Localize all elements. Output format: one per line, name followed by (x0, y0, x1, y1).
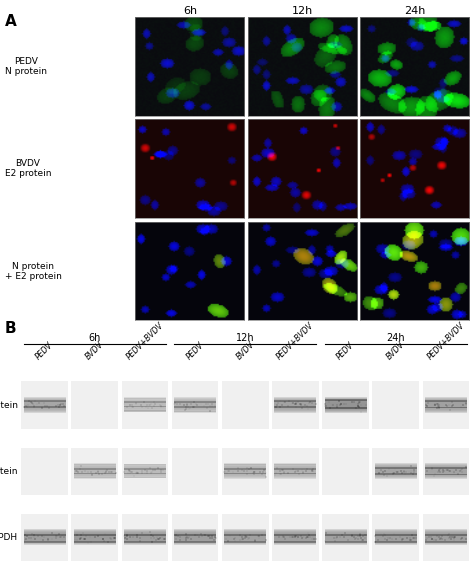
Text: PEDV+BVDV: PEDV+BVDV (275, 321, 316, 362)
Text: PEDV: PEDV (34, 341, 55, 362)
Text: PEDV+BVDV: PEDV+BVDV (426, 321, 466, 362)
Text: N protein: N protein (0, 401, 18, 410)
Text: PEDV
N protein: PEDV N protein (5, 57, 47, 76)
Text: BVDV
E2 protein: BVDV E2 protein (5, 159, 51, 179)
Title: 24h: 24h (404, 6, 426, 16)
Text: GAPDH: GAPDH (0, 533, 18, 542)
Text: BVDV: BVDV (385, 340, 407, 362)
Title: 6h: 6h (183, 6, 197, 16)
Text: 6h: 6h (89, 333, 101, 342)
Text: PEDV: PEDV (335, 341, 356, 362)
Text: B: B (5, 321, 17, 336)
Text: E2 protein: E2 protein (0, 467, 18, 476)
Text: N protein
+ E2 protein: N protein + E2 protein (5, 261, 62, 281)
Text: BVDV: BVDV (84, 340, 106, 362)
Text: BVDV: BVDV (235, 340, 256, 362)
Text: 12h: 12h (236, 333, 255, 342)
Text: 24h: 24h (386, 333, 405, 342)
Text: A: A (5, 14, 17, 29)
Title: 12h: 12h (292, 6, 313, 16)
Text: PEDV: PEDV (185, 341, 206, 362)
Text: PEDV+BVDV: PEDV+BVDV (125, 321, 165, 362)
